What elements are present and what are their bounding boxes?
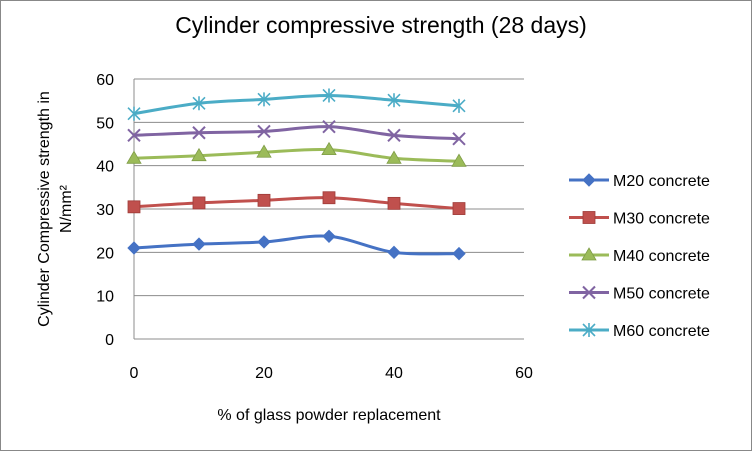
- data-point: [451, 153, 467, 167]
- x-tick-label: 20: [255, 365, 273, 382]
- legend-marker: [581, 247, 597, 261]
- y-tick-label: 10: [96, 289, 114, 306]
- data-point: [322, 88, 336, 103]
- y-tick-label: 60: [96, 72, 114, 89]
- data-point: [452, 132, 466, 146]
- series-layer: [126, 88, 467, 261]
- y-axis-label-line-1: Cylinder Compressive strength in: [36, 91, 53, 327]
- series-m30-concrete: [127, 191, 466, 215]
- y-tick-label: 40: [96, 159, 114, 176]
- data-point: [387, 196, 401, 210]
- data-point: [322, 229, 336, 244]
- legend-label: M40 concrete: [613, 248, 710, 265]
- series-m40-concrete: [126, 141, 467, 167]
- data-point: [127, 241, 141, 255]
- series-line: [133, 125, 460, 141]
- y-axis-label: Cylinder Compressive strength in N/mm²: [36, 91, 75, 327]
- y-axis-ticks: 0 10 20 30 40 50 60: [96, 72, 114, 349]
- data-point: [126, 150, 142, 164]
- legend-item: M20 concrete: [569, 173, 710, 190]
- y-tick-label: 0: [105, 332, 114, 349]
- x-axis-label: % of glass powder replacement: [217, 407, 441, 424]
- legend-marker: [582, 173, 596, 187]
- series-line: [133, 93, 460, 116]
- legend-label: M60 concrete: [613, 323, 710, 340]
- legend-item: M50 concrete: [569, 286, 710, 303]
- data-point: [257, 124, 271, 139]
- data-point: [387, 93, 401, 108]
- data-point: [127, 128, 141, 143]
- legend: M20 concrete M30 concrete M40 concrete M50 …: [569, 173, 710, 340]
- data-point: [322, 191, 336, 205]
- data-point: [452, 98, 466, 113]
- x-tick-label: 40: [385, 365, 403, 382]
- data-point: [127, 200, 141, 214]
- series-m60-concrete: [127, 88, 466, 121]
- data-point: [192, 126, 206, 140]
- legend-marker: [582, 211, 596, 224]
- data-point: [452, 202, 466, 215]
- data-point: [257, 193, 271, 207]
- series-line: [133, 234, 460, 256]
- data-point: [386, 150, 402, 164]
- legend-marker: [582, 285, 596, 300]
- data-point: [387, 128, 401, 143]
- data-point: [191, 147, 207, 162]
- legend-item: M30 concrete: [569, 211, 710, 228]
- data-point: [321, 141, 337, 156]
- data-point: [452, 246, 466, 261]
- series-line: [133, 147, 460, 163]
- gridlines: [134, 78, 524, 297]
- legend-label: M50 concrete: [613, 286, 710, 303]
- x-tick-label: 0: [130, 365, 139, 382]
- y-axis-label-line-2: N/mm²: [58, 184, 75, 233]
- legend-label: M20 concrete: [613, 173, 710, 190]
- data-point: [257, 235, 271, 249]
- data-point: [127, 106, 141, 121]
- data-point: [256, 144, 272, 158]
- data-point: [257, 92, 271, 107]
- data-point: [192, 96, 206, 111]
- series-m20-concrete: [127, 229, 466, 261]
- legend-marker: [582, 323, 596, 337]
- data-point: [192, 237, 206, 251]
- x-tick-label: 60: [515, 365, 533, 382]
- data-point: [322, 119, 336, 134]
- x-axis-ticks: 0 20 40 60: [130, 365, 533, 382]
- series-m50-concrete: [127, 119, 466, 146]
- data-point: [192, 196, 206, 210]
- data-point: [387, 245, 401, 260]
- y-tick-label: 30: [96, 202, 114, 219]
- y-tick-label: 50: [96, 115, 114, 132]
- chart-title: Cylinder compressive strength (28 days): [175, 12, 587, 38]
- legend-label: M30 concrete: [613, 211, 710, 228]
- y-tick-label: 20: [96, 245, 114, 262]
- legend-item: M40 concrete: [569, 247, 710, 265]
- legend-item: M60 concrete: [569, 323, 710, 340]
- series-line: [133, 196, 460, 211]
